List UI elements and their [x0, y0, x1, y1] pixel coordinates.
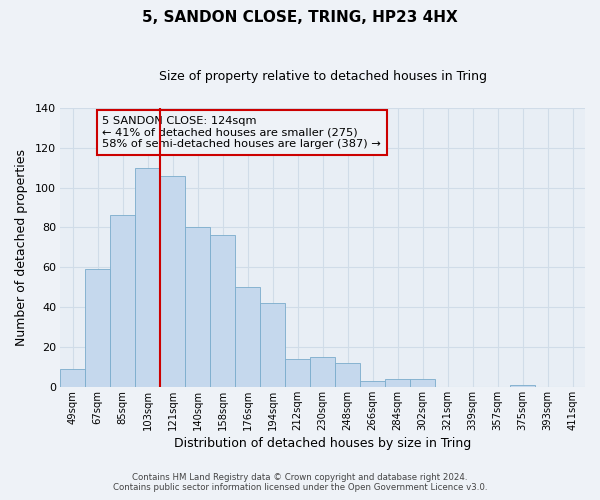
Bar	[285, 359, 310, 387]
Text: 5, SANDON CLOSE, TRING, HP23 4HX: 5, SANDON CLOSE, TRING, HP23 4HX	[142, 10, 458, 25]
Bar	[310, 357, 335, 387]
Bar	[60, 369, 85, 387]
Bar	[85, 270, 110, 387]
Bar	[260, 303, 285, 387]
Text: Contains HM Land Registry data © Crown copyright and database right 2024.
Contai: Contains HM Land Registry data © Crown c…	[113, 473, 487, 492]
Y-axis label: Number of detached properties: Number of detached properties	[15, 149, 28, 346]
Bar	[385, 379, 410, 387]
Bar	[135, 168, 160, 387]
Bar	[160, 176, 185, 387]
Bar	[360, 381, 385, 387]
Bar	[210, 236, 235, 387]
Bar	[185, 228, 210, 387]
Title: Size of property relative to detached houses in Tring: Size of property relative to detached ho…	[158, 70, 487, 83]
Bar	[510, 385, 535, 387]
Text: 5 SANDON CLOSE: 124sqm
← 41% of detached houses are smaller (275)
58% of semi-de: 5 SANDON CLOSE: 124sqm ← 41% of detached…	[102, 116, 381, 150]
Bar	[335, 363, 360, 387]
Bar	[410, 379, 435, 387]
Bar	[235, 287, 260, 387]
X-axis label: Distribution of detached houses by size in Tring: Distribution of detached houses by size …	[174, 437, 471, 450]
Bar	[110, 216, 135, 387]
